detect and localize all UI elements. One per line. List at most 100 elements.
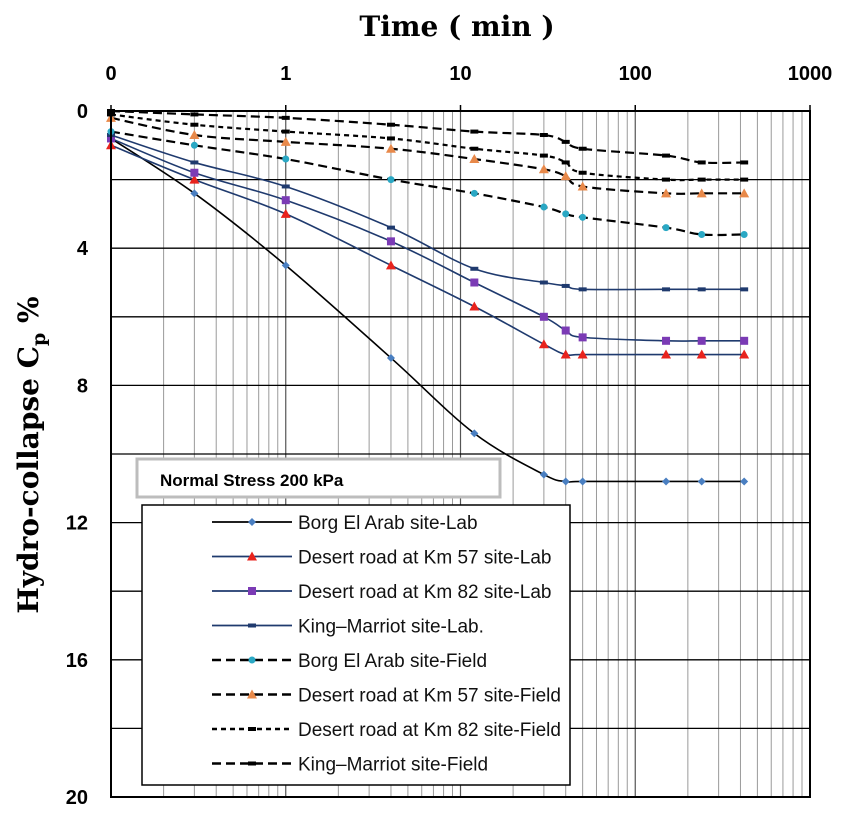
- legend-label: Desert road at Km 82 site-Field: [298, 720, 561, 741]
- y-tick-label: 16: [66, 650, 88, 672]
- legend-label: Desert road at Km 82 site-Lab: [298, 582, 551, 603]
- data-point: [561, 283, 570, 288]
- data-point: [561, 160, 570, 165]
- legend-entry: Desert road at Km 57 site-Field: [212, 686, 561, 707]
- data-point: [538, 339, 549, 349]
- data-point: [539, 312, 548, 321]
- data-point: [739, 188, 750, 198]
- data-point: [539, 280, 548, 285]
- data-point: [740, 477, 749, 486]
- data-point: [470, 266, 479, 271]
- legend-entry: Borg El Arab site-Lab: [212, 513, 478, 534]
- data-point: [561, 326, 570, 335]
- data-point: [662, 224, 670, 232]
- data-point: [190, 112, 199, 117]
- legend-label: Borg El Arab site-Lab: [298, 513, 478, 534]
- data-point: [387, 176, 395, 184]
- legend-entry: Borg El Arab site-Field: [212, 651, 487, 672]
- data-point: [662, 287, 671, 292]
- data-point: [696, 188, 707, 198]
- y-tick-label: 12: [66, 513, 88, 535]
- legend-marker: [248, 518, 256, 526]
- data-point: [469, 154, 480, 164]
- data-point: [740, 336, 749, 345]
- legend: Borg El Arab site-Lab Desert road at Km 5…: [141, 504, 571, 786]
- x-axis-title: Time ( min ): [359, 10, 554, 43]
- data-point: [470, 278, 479, 287]
- x-tick-label: 100: [619, 63, 652, 85]
- data-point: [562, 210, 570, 218]
- data-point: [740, 287, 749, 292]
- legend-entry: King–Marriot site-Lab.: [212, 617, 484, 638]
- data-point: [577, 349, 588, 359]
- data-point: [662, 336, 671, 345]
- y-axis-title-subscript: p: [28, 333, 50, 346]
- data-point: [281, 184, 290, 189]
- legend-marker: [248, 656, 256, 664]
- data-point: [579, 213, 587, 221]
- data-point: [697, 336, 706, 345]
- x-tick-label: 10: [449, 63, 471, 85]
- y-tick-label: 4: [77, 238, 89, 260]
- data-point: [190, 122, 199, 127]
- data-point: [280, 136, 291, 146]
- data-point: [470, 429, 479, 438]
- data-point: [386, 353, 395, 362]
- data-point: [560, 349, 571, 359]
- data-point: [538, 164, 549, 174]
- x-tick-label: 1000: [788, 63, 833, 85]
- legend-marker: [247, 551, 257, 561]
- data-point: [698, 230, 706, 238]
- data-point: [470, 146, 479, 151]
- data-point: [281, 129, 290, 134]
- data-point: [189, 174, 200, 184]
- legend-entry: Desert road at Km 82 site-Field: [212, 720, 561, 741]
- data-point: [280, 208, 291, 218]
- x-tick-label: 0: [105, 63, 116, 85]
- series-layer: [106, 109, 750, 486]
- data-point: [281, 261, 290, 270]
- legend-frame: [141, 504, 571, 786]
- data-point: [539, 153, 548, 158]
- y-tick-label: 20: [66, 787, 88, 809]
- data-point: [282, 155, 290, 163]
- data-point: [662, 177, 671, 182]
- annotation-box-frame: [135, 457, 502, 499]
- legend-marker: [248, 587, 256, 595]
- legend-label: Desert road at Km 57 site-Field: [298, 686, 561, 707]
- data-point: [697, 160, 706, 165]
- data-point: [539, 470, 548, 479]
- data-point: [281, 196, 290, 205]
- data-point: [740, 177, 749, 182]
- legend-entry: Desert road at Km 57 site-Lab: [212, 548, 551, 569]
- data-point: [697, 177, 706, 182]
- data-point: [386, 136, 395, 141]
- data-point: [539, 133, 548, 138]
- series-4: [107, 133, 749, 292]
- data-point: [578, 333, 587, 342]
- data-point: [578, 170, 587, 175]
- data-point: [189, 130, 200, 140]
- data-point: [470, 129, 479, 134]
- data-point: [190, 141, 198, 149]
- data-point: [281, 115, 290, 120]
- data-point: [385, 143, 396, 153]
- legend-label: Borg El Arab site-Field: [298, 651, 487, 672]
- x-tick-labels: 0 1 10 100 1000: [105, 63, 832, 111]
- legend-marker: [247, 689, 257, 699]
- legend-marker: [248, 623, 256, 628]
- data-point: [385, 260, 396, 270]
- data-point: [697, 287, 706, 292]
- data-point: [386, 225, 395, 230]
- y-axis-title-suffix: %: [12, 296, 45, 332]
- data-point: [740, 230, 748, 238]
- legend-label: Desert road at Km 57 site-Lab: [298, 548, 551, 569]
- data-point: [696, 349, 707, 359]
- data-point: [661, 349, 672, 359]
- legend-marker: [248, 761, 256, 766]
- data-point: [470, 189, 478, 197]
- data-point: [740, 160, 749, 165]
- x-tick-label: 1: [280, 63, 291, 85]
- data-point: [469, 301, 480, 311]
